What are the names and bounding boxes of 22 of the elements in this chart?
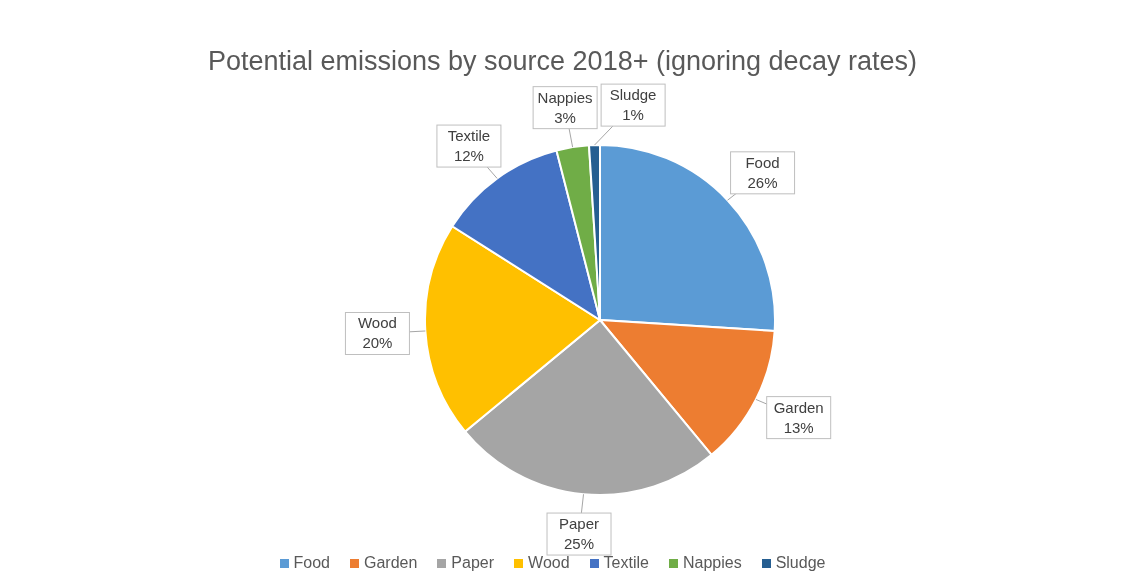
data-label: 13% <box>783 418 814 436</box>
slice-label: Sludge <box>609 86 657 104</box>
legend-label: Sludge <box>774 554 826 572</box>
data-label: 25% <box>564 535 595 553</box>
legend-label: Garden <box>363 554 418 572</box>
legend-label: Paper <box>450 554 495 572</box>
data-label: 1% <box>622 106 644 124</box>
slice-label: Nappies <box>537 88 593 106</box>
legend-label: Nappies <box>681 554 742 572</box>
chart-title: Potential emissions by source 2018+ (ignoring decay rates) <box>206 46 919 77</box>
legend-label: Wood <box>527 554 570 572</box>
slice-label: Textile <box>447 127 491 145</box>
data-label: 12% <box>453 147 484 165</box>
slice-label: Paper <box>559 515 600 533</box>
legend-label: Textile <box>602 554 649 572</box>
slice-label: Wood <box>357 314 397 332</box>
data-label: 20% <box>362 334 393 352</box>
legend-label: Food <box>292 554 330 572</box>
slice-label: Garden <box>773 398 824 416</box>
data-label: 26% <box>747 173 778 191</box>
data-label: 3% <box>554 108 576 126</box>
slice-label: Food <box>745 153 780 171</box>
